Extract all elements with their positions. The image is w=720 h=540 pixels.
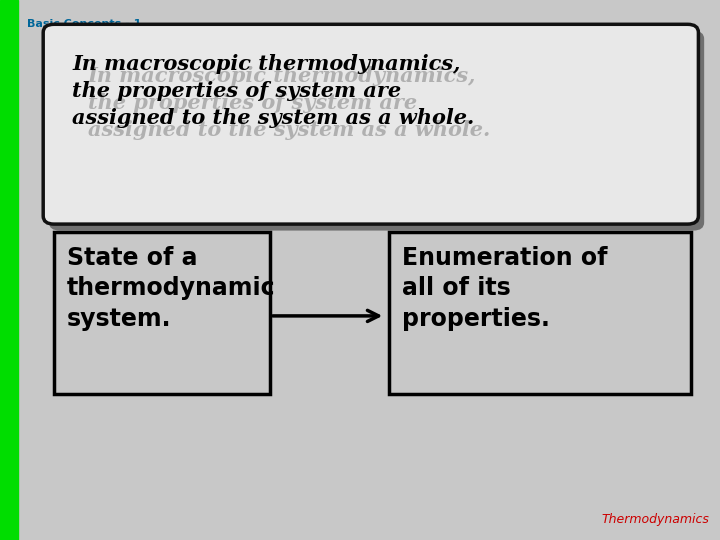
FancyBboxPatch shape [43, 24, 698, 224]
Text: Thermodynamics: Thermodynamics [601, 514, 709, 526]
FancyBboxPatch shape [54, 232, 270, 394]
Bar [0, 0, 18, 540]
Text: Enumeration of
all of its
properties.: Enumeration of all of its properties. [402, 246, 607, 331]
Text: Basic Concepts - 1: Basic Concepts - 1 [27, 19, 142, 29]
Text: In macroscopic thermodynamics,
the properties of system are
assigned to the syst: In macroscopic thermodynamics, the prope… [88, 66, 490, 140]
Text: State of a
thermodynamic
system.: State of a thermodynamic system. [67, 246, 276, 331]
FancyBboxPatch shape [49, 31, 704, 231]
FancyBboxPatch shape [389, 232, 691, 394]
Text: In macroscopic thermodynamics,
the properties of system are
assigned to the syst: In macroscopic thermodynamics, the prope… [72, 54, 474, 129]
